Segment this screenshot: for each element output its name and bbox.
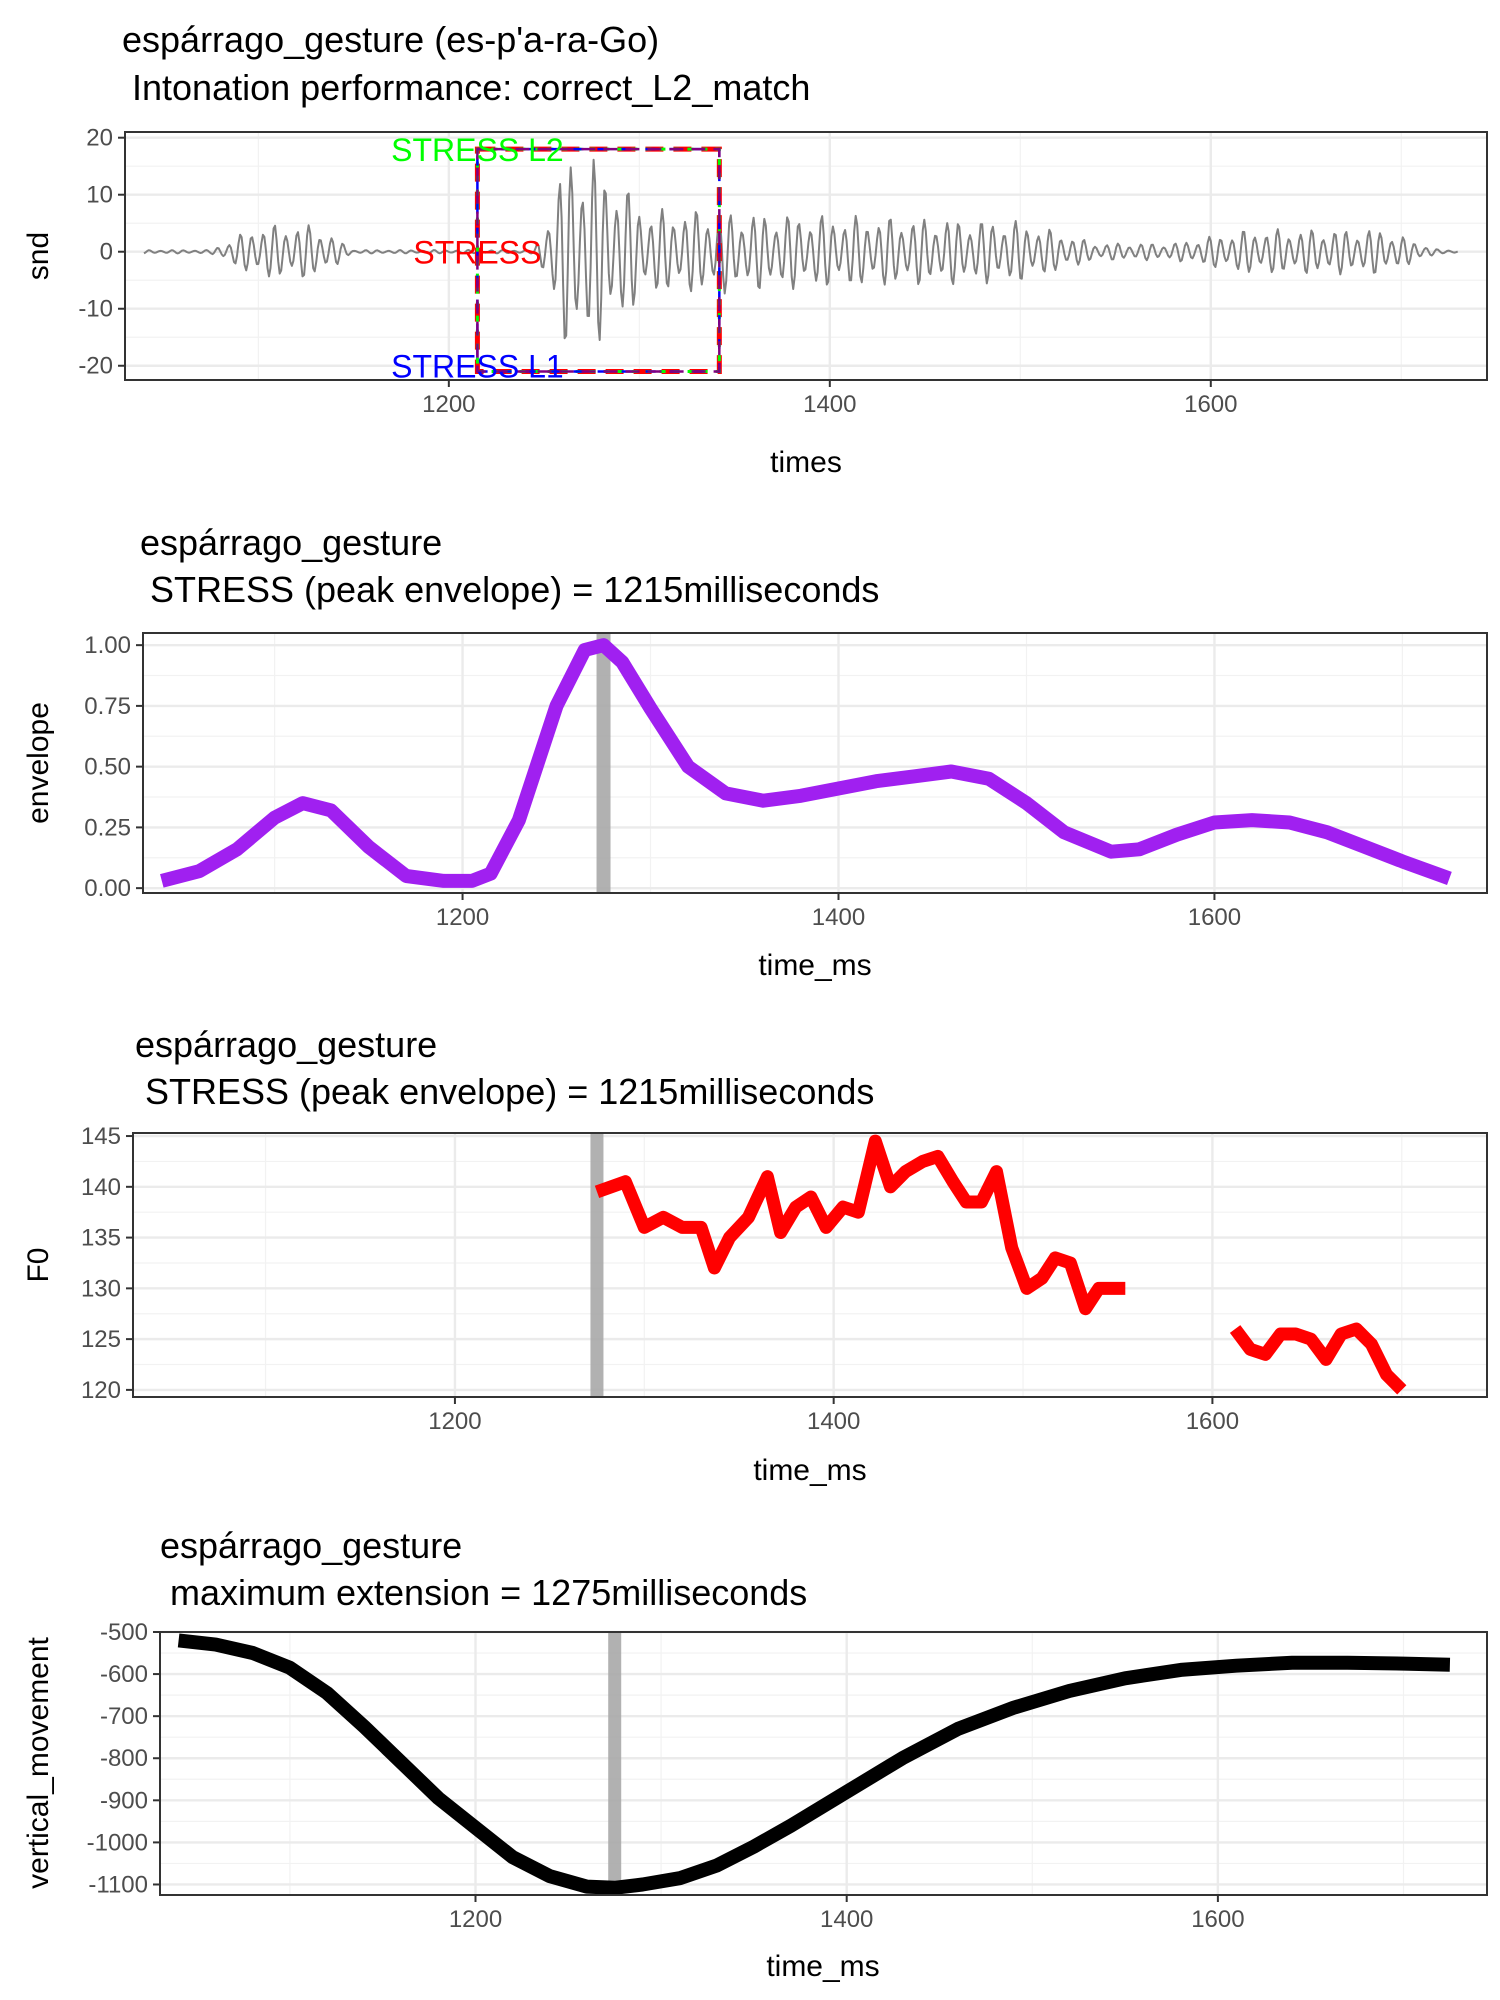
x-tick-label: 1200 [436,904,489,931]
annotation-stress-l2: STRESS L2 [391,132,564,168]
y-tick-label: 0.00 [84,875,131,902]
y-tick-label: -10 [78,296,113,323]
annotation-stress: STRESS [413,235,541,271]
panel-2-axes: 1200 1400 1600 0.00 0.25 0.50 0.75 1.00 [84,632,1241,931]
y-tick-label: 10 [86,182,113,209]
x-tick-label: 1400 [820,1906,873,1933]
x-tick-label: 1600 [1188,904,1241,931]
panel-4: espárrago_gesture maximum extension = 12… [22,1525,1488,1983]
y-tick-label: 145 [81,1123,121,1150]
panel-1-xlabel: times [770,446,842,479]
panel-1-series [143,158,1459,341]
x-tick-label: 1400 [803,391,856,418]
panel-3-background [133,1133,1487,1397]
y-tick-label: 0 [100,239,113,266]
panel-4-ylabel: vertical_movement [22,1636,55,1888]
y-tick-label: -1100 [88,1871,148,1898]
panel-4-grid [160,1630,1487,1895]
y-tick-label: -500 [100,1619,148,1646]
panel-3-F0-line [594,1134,1126,1316]
panel-4-axes: 1200 1400 1600 -500 -600 -700 -800 -900 -1000 -11… [87,1619,1245,1933]
panel-4-title-line1: espárrago_gesture [160,1525,462,1566]
panel-2-series [160,638,1452,888]
panel-4-series [177,1633,1451,1895]
y-tick-label: 0.75 [84,693,131,720]
panel-3-F0-line [1229,1322,1407,1395]
x-tick-label: 1400 [807,1408,860,1435]
panel-3-ylabel: F0 [22,1247,55,1282]
panel-2-background [143,633,1487,893]
y-tick-label: -1000 [87,1829,148,1856]
x-tick-label: 1200 [422,391,475,418]
panel-3: espárrago_gesture STRESS (peak envelope)… [22,1024,1488,1487]
y-tick-label: 1.00 [84,632,131,659]
panel-2-title-line1: espárrago_gesture [140,522,442,563]
panel-2-grid [143,633,1487,893]
x-tick-label: 1600 [1191,1906,1244,1933]
panel-3-grid [133,1133,1487,1397]
panel-2-envelope-line [160,638,1452,888]
panel-2-title-line2: STRESS (peak envelope) = 1215millisecond… [140,569,879,610]
panel-1-frame [124,131,1488,381]
panel-3-xlabel: time_ms [753,1454,866,1487]
panel-1-background [125,132,1487,380]
x-tick-label: 1200 [428,1408,481,1435]
y-tick-label: -700 [100,1703,148,1730]
panel-1-stress-boxes [474,146,722,374]
x-tick-label: 1200 [449,1906,502,1933]
annotation-stress-l1: STRESS L1 [391,349,564,385]
y-tick-label: 0.50 [84,754,131,781]
panel-4-xlabel: time_ms [766,1950,879,1983]
panel-2-frame [142,632,1488,894]
panel-1-grid [125,132,1487,380]
panel-1-ylabel: snd [22,232,55,280]
y-tick-label: -800 [100,1745,148,1772]
panel-3-axes: 1200 1400 1600 145 140 135 130 125 120 [81,1123,1239,1435]
panel-2-ylabel: envelope [22,702,55,824]
y-tick-label: 125 [81,1326,121,1353]
panel-2: espárrago_gesture STRESS (peak envelope)… [22,522,1488,982]
x-tick-label: 1600 [1186,1408,1239,1435]
y-tick-label: 20 [86,125,113,152]
panel-1-title-line2: Intonation performance: correct_L2_match [122,67,810,108]
stress-box-outline [476,147,721,373]
panel-1: espárrago_gesture (es-p'a-ra-Go) Intonat… [22,19,1488,479]
panel-4-vertical_movement-line [177,1633,1451,1895]
panel-3-title-line1: espárrago_gesture [135,1024,437,1065]
panel-1-annotations: STRESS L2 STRESS STRESS L1 [391,132,564,385]
panel-3-frame [132,1132,1488,1398]
y-tick-label: -600 [100,1661,148,1688]
panel-2-xlabel: time_ms [758,949,871,982]
y-tick-label: -900 [100,1787,148,1814]
y-tick-label: 120 [81,1377,121,1404]
panel-4-title-line2: maximum extension = 1275milliseconds [160,1572,807,1613]
panel-1-title-line1: espárrago_gesture (es-p'a-ra-Go) [122,19,659,60]
panel-4-background [160,1632,1487,1895]
x-tick-label: 1400 [812,904,865,931]
y-tick-label: 0.25 [84,814,131,841]
panel-4-frame [159,1631,1488,1896]
y-tick-label: 130 [81,1275,121,1302]
panel-3-series [594,1134,1407,1395]
panel-1-snd-line [143,158,1459,341]
panel-1-axes: 1200 1400 1600 20 10 0 -10 -20 [78,125,1237,418]
y-tick-label: 140 [81,1174,121,1201]
panel-3-title-line2: STRESS (peak envelope) = 1215millisecond… [135,1071,874,1112]
x-tick-label: 1600 [1184,391,1237,418]
y-tick-label: 135 [81,1225,121,1252]
y-tick-label: -20 [78,353,113,380]
